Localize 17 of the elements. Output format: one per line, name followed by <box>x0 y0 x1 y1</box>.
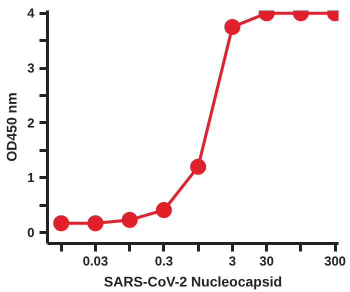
x-axis-title: SARS-CoV-2 Nucleocapsid <box>104 274 282 290</box>
y-axis-title: OD450 nm <box>3 92 20 162</box>
point <box>122 212 138 228</box>
y-tick-label: 3 <box>27 60 35 76</box>
point <box>190 158 206 175</box>
x-tick-label: 300 <box>324 254 346 268</box>
y-tick-label: 1 <box>27 170 35 186</box>
y-tick-label: 2 <box>27 115 35 130</box>
y-tick-label: 4 <box>27 6 36 21</box>
point <box>156 202 172 218</box>
x-tick-label: 3 <box>228 254 236 268</box>
x-tick-label: 0.3 <box>154 254 173 268</box>
y-tick-label: 0 <box>27 225 35 240</box>
x-tick-label: 30 <box>259 254 274 268</box>
x-tick-label: 0.03 <box>82 254 108 268</box>
point <box>53 215 70 232</box>
point <box>87 215 104 232</box>
